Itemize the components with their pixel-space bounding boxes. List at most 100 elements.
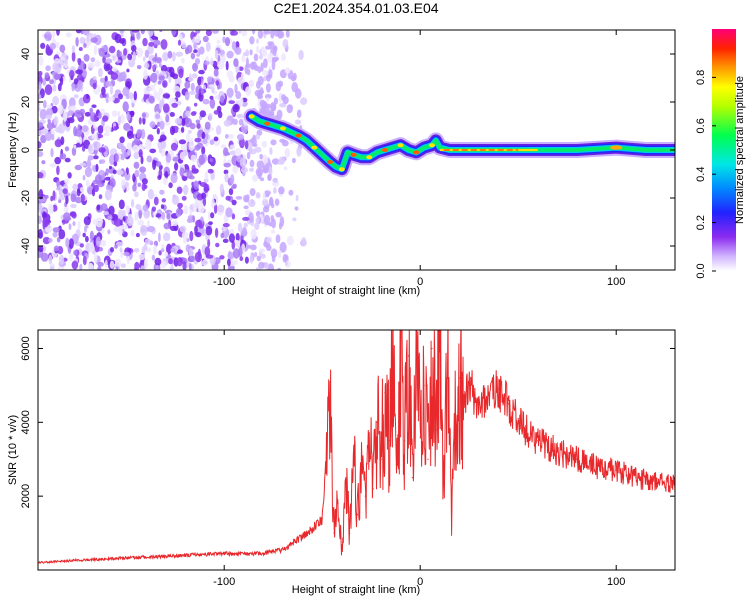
noise-blob — [180, 126, 185, 133]
noise-blob — [267, 41, 273, 46]
noise-blob — [122, 216, 126, 222]
noise-blob — [86, 158, 91, 169]
noise-blob — [149, 121, 156, 128]
noise-blob — [170, 142, 178, 151]
noise-blob — [38, 70, 43, 77]
noise-blob — [225, 37, 230, 47]
noise-blob — [263, 30, 271, 35]
noise-blob — [144, 49, 150, 58]
noise-blob — [205, 30, 212, 37]
noise-blob — [80, 60, 85, 71]
snr-y-tick-label: 6000 — [20, 336, 32, 360]
spectrogram-x-tick-label: 100 — [607, 276, 625, 288]
noise-blob — [62, 188, 68, 194]
noise-blob — [144, 62, 150, 69]
noise-blob — [114, 153, 119, 163]
noise-blob — [38, 106, 41, 112]
noise-blob — [144, 238, 151, 245]
snr-x-tick-label: 100 — [607, 576, 625, 588]
noise-blob — [86, 94, 90, 99]
snr-data-point — [407, 355, 410, 357]
noise-blob — [44, 194, 49, 199]
noise-blob — [235, 196, 243, 200]
noise-blob — [38, 122, 44, 129]
noise-blob — [107, 215, 113, 220]
noise-blob — [277, 160, 285, 165]
noise-blob — [296, 146, 302, 157]
snr-x-axis-label: Height of straight line (km) — [292, 584, 420, 596]
noise-blob — [245, 86, 252, 96]
noise-blob — [152, 159, 157, 171]
noise-blob — [186, 238, 190, 242]
noise-blob — [195, 219, 203, 227]
noise-blob — [246, 68, 251, 76]
noise-blob — [133, 90, 137, 101]
noise-blob — [254, 134, 261, 140]
noise-blob — [143, 243, 148, 252]
noise-blob — [52, 231, 58, 238]
noise-blob — [64, 146, 70, 152]
noise-blob — [188, 255, 195, 263]
noise-blob — [170, 172, 178, 184]
noise-blob — [55, 41, 60, 49]
noise-blob — [188, 141, 195, 151]
ridge-hot-spot — [366, 155, 373, 160]
snr-data-point — [427, 458, 429, 460]
noise-blob — [136, 65, 142, 70]
noise-blob — [140, 225, 148, 236]
noise-blob — [194, 102, 198, 107]
noise-blob — [172, 51, 176, 62]
noise-blob — [158, 250, 162, 256]
noise-blob — [171, 102, 178, 108]
noise-blob — [147, 30, 154, 37]
noise-blob — [52, 190, 56, 201]
noise-blob — [120, 224, 129, 230]
noise-blob — [159, 189, 165, 195]
noise-blob — [67, 172, 72, 179]
noise-blob — [64, 178, 70, 185]
noise-blob — [195, 34, 201, 44]
noise-blob — [64, 157, 71, 163]
noise-blob — [238, 118, 244, 126]
noise-blob — [228, 228, 235, 235]
noise-blob — [200, 88, 204, 96]
noise-blob — [44, 72, 50, 79]
snr-data-point — [498, 388, 500, 390]
noise-blob — [204, 121, 211, 130]
noise-blob — [259, 99, 266, 108]
noise-blob — [169, 112, 175, 117]
noise-blob — [74, 128, 83, 137]
noise-blob — [64, 57, 68, 66]
noise-blob — [81, 125, 89, 133]
noise-blob — [188, 262, 192, 270]
noise-blob — [91, 104, 97, 108]
noise-blob — [42, 216, 49, 228]
noise-blob — [215, 242, 220, 248]
noise-blob — [58, 229, 66, 240]
noise-blob — [53, 245, 60, 252]
noise-blob — [168, 182, 173, 189]
noise-blob — [194, 137, 202, 143]
noise-blob — [132, 184, 137, 192]
noise-blob — [49, 265, 55, 270]
noise-blob — [259, 153, 263, 160]
noise-blob — [162, 93, 171, 99]
noise-blob — [228, 75, 235, 83]
noise-blob — [175, 91, 181, 98]
snr-data-point — [454, 403, 457, 405]
snr-data-point — [321, 517, 323, 519]
snr-x-tick-label: 0 — [417, 576, 423, 588]
noise-blob — [105, 80, 112, 87]
noise-blob — [163, 103, 170, 113]
snr-data-point — [400, 366, 402, 368]
snr-frame — [37, 329, 676, 571]
noise-blob — [279, 102, 287, 108]
noise-blob — [123, 251, 130, 257]
noise-blob — [46, 104, 53, 109]
noise-blob — [270, 229, 276, 234]
spectrogram-noise-field — [38, 30, 308, 270]
noise-blob — [151, 206, 157, 212]
noise-blob — [229, 150, 237, 156]
noise-blob — [296, 109, 302, 118]
noise-blob — [225, 60, 229, 71]
